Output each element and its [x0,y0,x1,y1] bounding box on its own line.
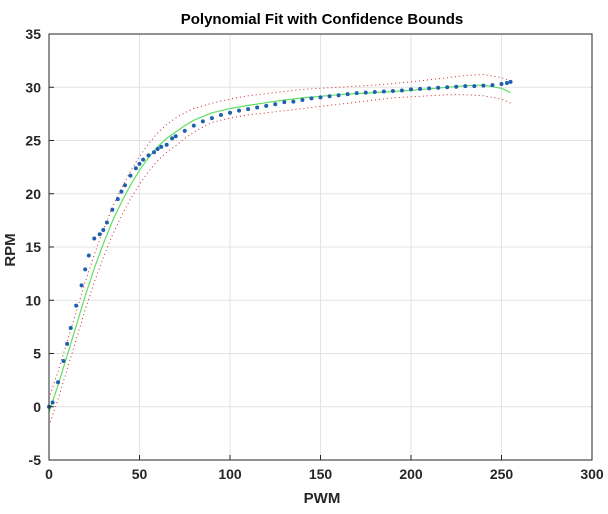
data-point [92,236,97,241]
data-point [409,87,413,92]
data-point [209,116,214,121]
data-point [146,153,151,158]
fit-line [48,84,511,413]
data-point [115,197,120,202]
plot-area [47,73,513,427]
data-point [133,166,138,171]
chart-title: Polynomial Fit with Confidence Bounds [181,11,464,28]
data-point [123,183,128,188]
data-point [155,147,160,152]
data-point [141,157,146,162]
data-point [381,89,386,94]
data-point [74,303,79,308]
data-point [372,90,377,95]
data-point [182,128,187,133]
data-point [264,103,269,108]
x-tick-label: 100 [218,466,242,482]
x-tick-label: 50 [132,466,148,482]
data-point [282,100,287,105]
confidence-bound-line [48,73,511,399]
y-tick-label: 20 [25,186,41,202]
data-point [327,94,332,99]
data-point [246,107,251,112]
data-point [504,80,509,85]
data-point [418,86,423,91]
data-point [218,112,223,117]
y-tick-label: 25 [25,133,41,149]
data-point [291,99,296,104]
y-tick-label: 10 [25,292,41,308]
data-point [128,173,133,178]
data-point [463,84,468,89]
data-point [119,189,124,194]
data-point [86,253,91,258]
data-point [436,85,441,90]
data-point [481,83,486,88]
data-point [104,220,109,225]
data-point [151,150,156,155]
data-point [399,88,404,93]
data-point [345,92,350,97]
data-point [237,108,242,113]
y-tick-label: 0 [33,399,41,415]
data-point [472,84,477,89]
data-point [228,110,232,115]
data-point [454,84,459,89]
data-point [390,88,395,93]
data-point [318,95,323,100]
data-point [101,227,106,232]
data-point [173,134,178,139]
data-point [508,79,513,84]
data-point [97,232,102,237]
data-point [427,86,432,91]
data-point [445,85,450,90]
data-point [300,98,305,103]
x-tick-label: 200 [399,466,423,482]
data-point [137,161,142,166]
data-point [200,119,205,124]
y-tick-label: 5 [33,346,41,362]
data-point [255,105,260,110]
y-tick-label: -5 [29,452,42,468]
data-point [159,144,164,149]
data-point [61,358,66,363]
data-point [65,341,70,346]
data-point [309,96,314,101]
y-tick-label: 30 [25,79,41,95]
data-point [79,283,84,288]
x-axis-label: PWM [304,490,341,507]
data-point [110,207,115,212]
x-tick-label: 150 [309,466,333,482]
data-point [164,142,169,147]
x-tick-label: 0 [45,466,53,482]
data-point [336,93,341,98]
confidence-bound-line [48,94,511,427]
data-point [170,136,175,141]
y-axis-label: RPM [2,233,19,266]
data-point [490,83,495,88]
data-point [191,123,196,128]
y-tick-label: 35 [25,26,41,42]
data-point [68,325,73,330]
data-point [56,380,61,385]
data-point [354,91,359,96]
data-point [273,102,278,107]
data-point [363,90,368,95]
x-tick-label: 300 [580,466,604,482]
grid-lines [48,33,593,461]
data-point [499,82,504,87]
data-point [50,400,55,405]
data-point [83,267,88,272]
x-tick-label: 250 [490,466,514,482]
y-tick-label: 15 [25,239,41,255]
